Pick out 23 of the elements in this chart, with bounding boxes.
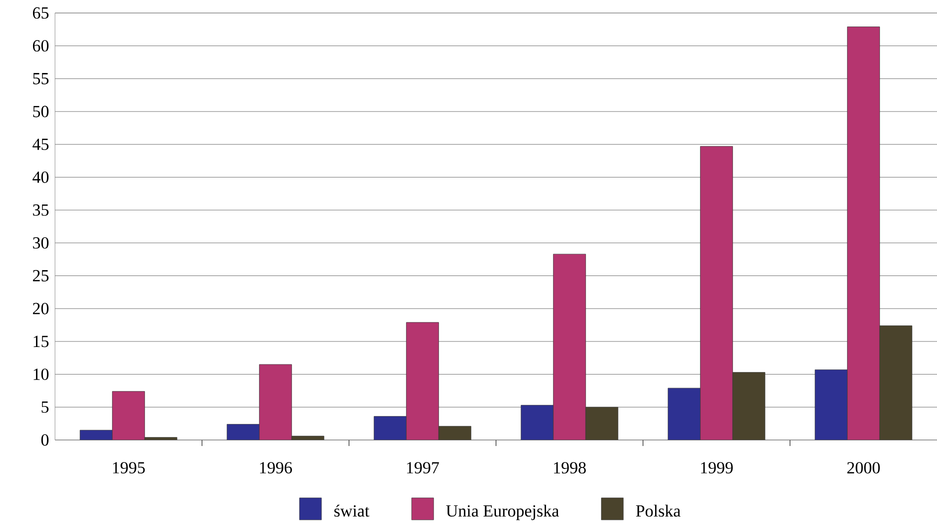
x-tick-label: 1996 (260, 462, 292, 474)
legend-label: Unia Europejska (446, 504, 559, 520)
x-tick-label: 1999 (701, 462, 733, 474)
y-tick-label: 65 (32, 7, 49, 19)
y-tick-label: 50 (33, 106, 49, 118)
y-tick-label: 20 (32, 302, 49, 314)
y-tick-label: 15 (34, 336, 49, 348)
x-tick-label: 1998 (554, 462, 586, 474)
y-tick-label: 30 (33, 237, 49, 249)
y-tick-label: 0 (41, 434, 49, 446)
x-tick-label: 1995 (113, 462, 145, 474)
y-tick-label: 35 (33, 204, 49, 216)
y-tick-label: 25 (32, 270, 49, 282)
y-tick-label: 55 (33, 73, 49, 84)
x-tick-label: 1997 (407, 462, 439, 474)
y-tick-label: 60 (32, 40, 49, 52)
legend-label: świat (334, 504, 370, 517)
y-tick-label: 40 (32, 172, 49, 183)
y-tick-label: 10 (34, 368, 49, 380)
y-tick-label: 45 (32, 138, 49, 150)
legend-label: Polska (636, 504, 680, 517)
y-tick-label: 5 (42, 402, 49, 413)
x-tick-label: 2000 (847, 462, 880, 474)
